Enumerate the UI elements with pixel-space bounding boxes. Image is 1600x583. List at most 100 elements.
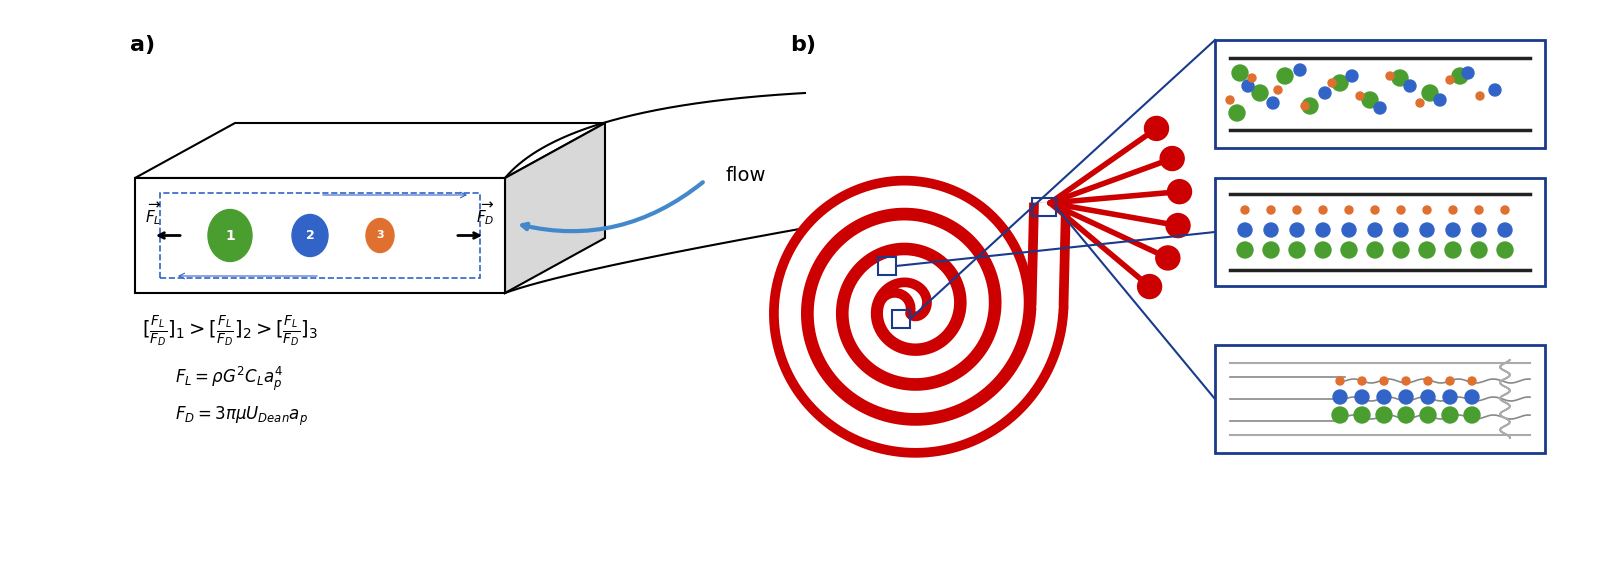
Text: $\overrightarrow{F_L}$: $\overrightarrow{F_L}$ xyxy=(144,200,162,227)
Circle shape xyxy=(1379,377,1389,385)
Circle shape xyxy=(1462,67,1474,79)
Text: b): b) xyxy=(790,35,816,55)
Circle shape xyxy=(1248,74,1256,82)
Circle shape xyxy=(1277,68,1293,84)
Circle shape xyxy=(1475,206,1483,214)
Circle shape xyxy=(1301,102,1309,110)
Text: 3: 3 xyxy=(376,230,384,241)
Text: $[\frac{F_L}{F_D}]_1>[\frac{F_L}{F_D}]_2>[\frac{F_L}{F_D}]_3$: $[\frac{F_L}{F_D}]_1>[\frac{F_L}{F_D}]_2… xyxy=(142,313,318,347)
Circle shape xyxy=(1374,102,1386,114)
Circle shape xyxy=(1368,223,1382,237)
Circle shape xyxy=(1422,85,1438,101)
Polygon shape xyxy=(506,123,605,293)
Circle shape xyxy=(1453,68,1469,84)
Bar xyxy=(878,257,896,275)
Circle shape xyxy=(1416,99,1424,107)
Circle shape xyxy=(1354,407,1370,423)
Circle shape xyxy=(1318,87,1331,99)
Circle shape xyxy=(1498,242,1514,258)
Circle shape xyxy=(1355,390,1370,404)
Circle shape xyxy=(1442,407,1458,423)
Bar xyxy=(1214,40,1546,148)
Circle shape xyxy=(1419,242,1435,258)
Circle shape xyxy=(1398,407,1414,423)
Circle shape xyxy=(1166,213,1190,238)
Bar xyxy=(1214,178,1546,286)
Circle shape xyxy=(1290,223,1304,237)
Circle shape xyxy=(1443,390,1458,404)
Circle shape xyxy=(1315,242,1331,258)
Circle shape xyxy=(1242,206,1250,214)
Polygon shape xyxy=(134,178,506,293)
Circle shape xyxy=(1445,242,1461,258)
Circle shape xyxy=(1464,407,1480,423)
Circle shape xyxy=(1371,206,1379,214)
Text: 2: 2 xyxy=(306,229,314,242)
Circle shape xyxy=(1274,86,1282,94)
Circle shape xyxy=(1357,92,1363,100)
Circle shape xyxy=(1237,242,1253,258)
Circle shape xyxy=(1450,206,1458,214)
Ellipse shape xyxy=(366,219,394,252)
Circle shape xyxy=(1392,70,1408,86)
Bar xyxy=(893,310,910,328)
Bar xyxy=(160,193,480,278)
Circle shape xyxy=(1498,223,1512,237)
Circle shape xyxy=(1251,85,1267,101)
Circle shape xyxy=(1446,223,1459,237)
Circle shape xyxy=(1366,242,1382,258)
Polygon shape xyxy=(134,123,605,178)
Circle shape xyxy=(1318,206,1326,214)
Circle shape xyxy=(1160,146,1184,171)
Circle shape xyxy=(1470,242,1486,258)
Text: flow: flow xyxy=(725,166,765,185)
Circle shape xyxy=(1421,390,1435,404)
Circle shape xyxy=(1242,80,1254,92)
Circle shape xyxy=(1267,97,1278,109)
Bar xyxy=(1032,198,1056,216)
Circle shape xyxy=(1229,105,1245,121)
Circle shape xyxy=(1290,242,1306,258)
Circle shape xyxy=(1341,242,1357,258)
Circle shape xyxy=(1394,223,1408,237)
Circle shape xyxy=(1342,223,1357,237)
Circle shape xyxy=(1397,206,1405,214)
Circle shape xyxy=(1446,76,1454,84)
Circle shape xyxy=(1238,223,1251,237)
Circle shape xyxy=(1376,407,1392,423)
Circle shape xyxy=(1138,275,1162,298)
Circle shape xyxy=(1378,390,1390,404)
Circle shape xyxy=(1386,72,1394,80)
Circle shape xyxy=(1262,242,1278,258)
Ellipse shape xyxy=(208,209,253,262)
Circle shape xyxy=(1264,223,1278,237)
Circle shape xyxy=(1362,92,1378,108)
Circle shape xyxy=(1331,75,1347,91)
Text: 1: 1 xyxy=(226,229,235,243)
Text: a): a) xyxy=(130,35,155,55)
Text: $F_L = \rho G^2 C_L a_p^4$: $F_L = \rho G^2 C_L a_p^4$ xyxy=(174,365,283,394)
Circle shape xyxy=(1394,242,1410,258)
Circle shape xyxy=(1315,223,1330,237)
Circle shape xyxy=(1333,390,1347,404)
Circle shape xyxy=(1358,377,1366,385)
Circle shape xyxy=(1336,377,1344,385)
Circle shape xyxy=(1501,206,1509,214)
Circle shape xyxy=(1475,92,1485,100)
Circle shape xyxy=(1302,98,1318,114)
Circle shape xyxy=(1168,180,1192,203)
Circle shape xyxy=(1226,96,1234,104)
Circle shape xyxy=(1490,84,1501,96)
Circle shape xyxy=(1144,117,1168,141)
Circle shape xyxy=(1466,390,1478,404)
Circle shape xyxy=(1293,206,1301,214)
Text: $F_D = 3\pi\mu U_{Dean} a_p$: $F_D = 3\pi\mu U_{Dean} a_p$ xyxy=(174,405,307,428)
Circle shape xyxy=(1346,206,1354,214)
Circle shape xyxy=(1331,407,1347,423)
Circle shape xyxy=(1421,407,1437,423)
Circle shape xyxy=(1422,206,1430,214)
Circle shape xyxy=(1294,64,1306,76)
Circle shape xyxy=(1346,70,1358,82)
Circle shape xyxy=(1232,65,1248,81)
Circle shape xyxy=(1421,223,1434,237)
